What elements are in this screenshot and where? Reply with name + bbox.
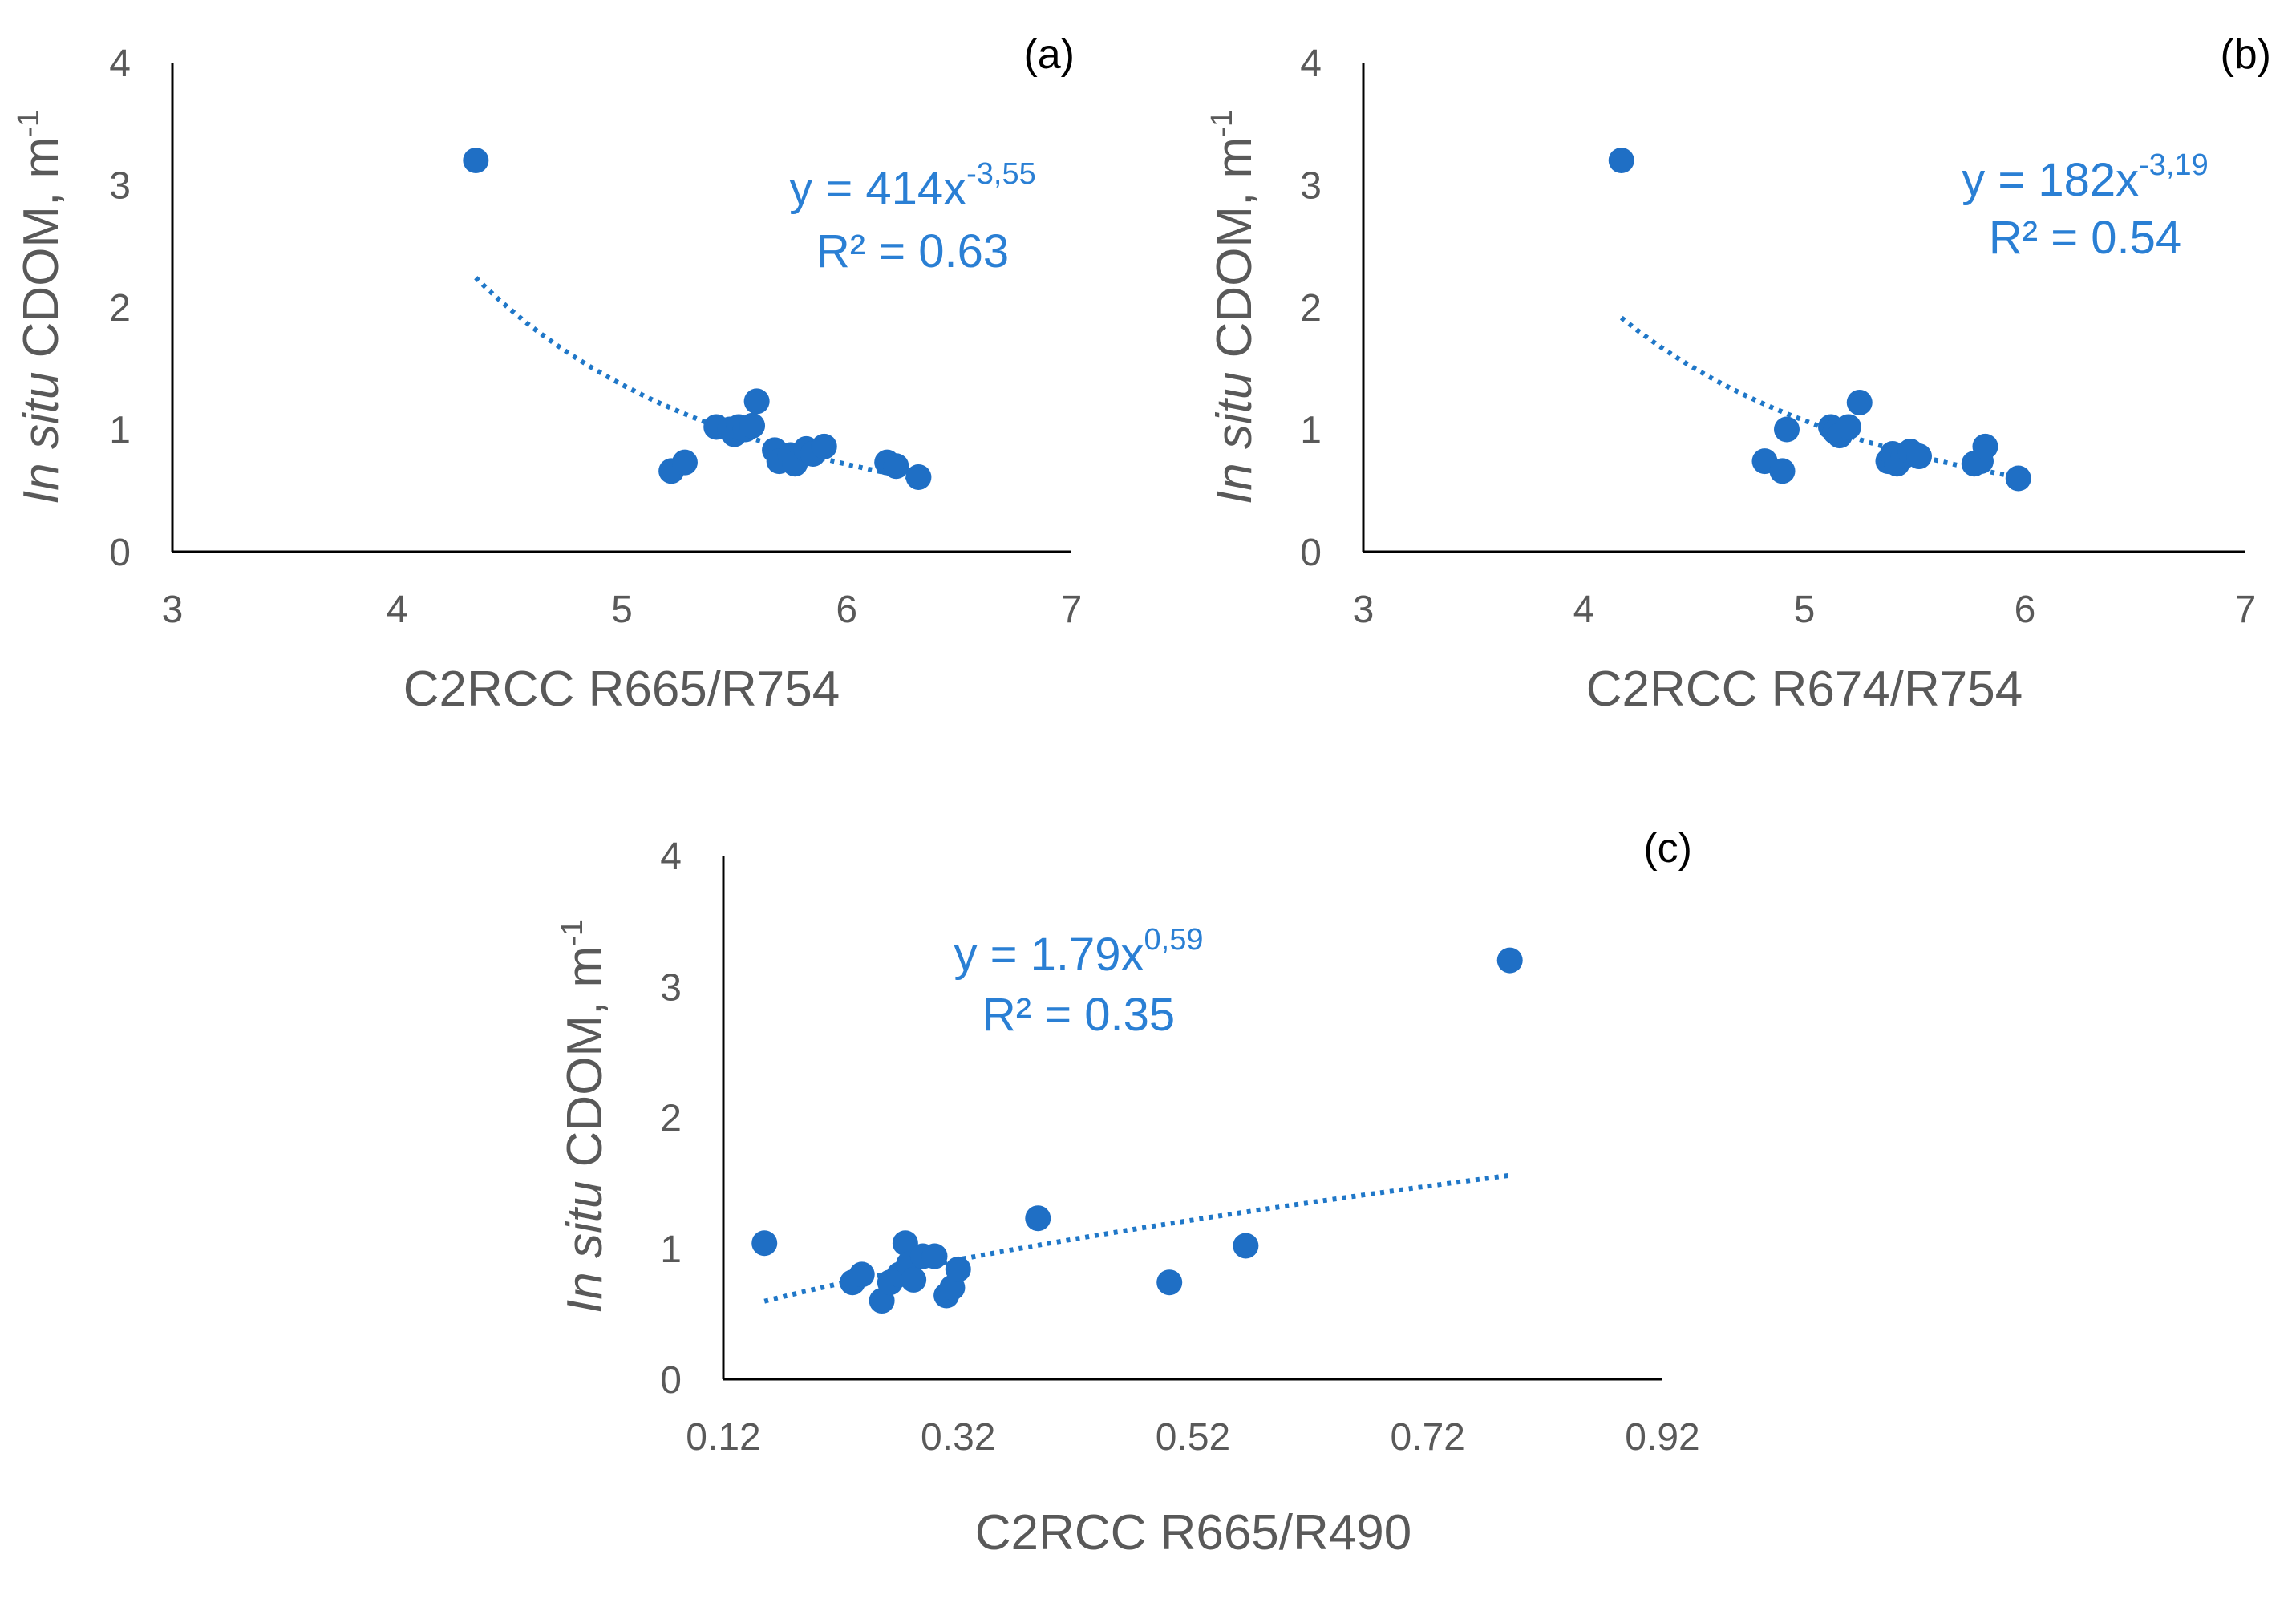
data-point [743,388,770,415]
trend-equation-main: y = 414x [789,163,966,215]
y-axis-title: In situ CDOM, m-1 [12,110,69,504]
x-tick-label: 3 [162,589,184,631]
y-tick-label: 3 [1300,165,1322,208]
y-tick-label: 2 [109,287,131,330]
chart-panel-b: 0 1 2 3 4 3 4 5 6 7 C2RCC R674/R754 In situ CDOM, m… [1205,31,2271,717]
data-point [1774,416,1800,443]
y-tick-label: 4 [109,43,131,85]
x-tick-label: 6 [836,589,857,631]
y-axis-title-superscript: -1 [12,110,46,137]
trendline [1619,315,2019,480]
chart-panel-a: 0 1 2 3 4 3 4 5 6 7 C2RCC R665/R754 In situ CDOM, m… [12,31,1082,717]
panel-label: (a) [1023,31,1075,78]
x-tick-label: 7 [2235,589,2257,631]
x-axis-title: C2RCC R674/R754 [1586,662,2023,717]
data-point [2005,465,2031,492]
data-point [945,1256,971,1282]
x-tick-label: 7 [1061,589,1083,631]
data-point [921,1243,948,1269]
data-point [811,433,837,459]
y-axis-title: In situ CDOM, m-1 [1205,110,1262,504]
data-point [1972,433,1998,459]
trendline [763,1172,1511,1304]
r-squared: R² = 0.35 [982,989,1175,1041]
data-point [1906,443,1932,470]
x-tick-label: 0.72 [1391,1416,1465,1459]
trend-equation: y = 1.79x0,59 [954,923,1204,981]
y-tick-label: 2 [660,1098,682,1140]
data-point [1156,1269,1183,1296]
y-axis-title-superscript: -1 [556,919,589,946]
trend-equation-exponent: -3,55 [966,157,1036,191]
r-squared: R² = 0.54 [1989,212,2181,264]
data-point [1608,148,1634,173]
y-axis-title-italic: In situ [14,372,69,504]
data-point [1496,947,1523,974]
x-tick-label: 0.92 [1625,1416,1699,1459]
y-tick-label: 3 [660,966,682,1009]
data-point [1846,389,1873,415]
x-axis-title: C2RCC R665/R754 [403,662,840,717]
x-tick-label: 3 [1353,589,1375,631]
data-point [1836,414,1861,440]
y-axis-title-italic: In situ [557,1181,613,1314]
y-tick-label: 0 [109,532,131,574]
y-tick-label: 0 [660,1359,682,1402]
trend-equation: y = 414x-3,55 [789,157,1036,215]
y-axis-title-text: CDOM, m [557,946,613,1181]
y-axis-title-superscript: -1 [1205,110,1239,137]
x-tick-label: 5 [611,589,633,631]
panel-label: (c) [1643,825,1692,872]
data-point [901,1266,927,1293]
y-tick-label: 1 [109,410,131,452]
trend-equation: y = 182x-3,19 [1962,148,2209,206]
data-point [848,1261,875,1288]
data-point [463,148,489,173]
data-point [739,412,766,439]
y-tick-label: 2 [1300,287,1322,330]
data-point [883,453,909,480]
x-tick-label: 0.52 [1156,1416,1230,1459]
y-tick-label: 1 [1300,410,1322,452]
trend-equation-main: y = 182x [1962,154,2139,206]
y-axis-title: In situ CDOM, m-1 [556,919,613,1314]
x-axis-title: C2RCC R665/R490 [975,1505,1411,1561]
r-squared: R² = 0.63 [816,225,1009,277]
data-point [1025,1205,1051,1232]
data-point [905,464,932,490]
x-tick-label: 6 [2015,589,2036,631]
x-tick-label: 4 [387,589,408,631]
y-tick-label: 0 [1300,532,1322,574]
data-point [1769,458,1796,484]
x-tick-label: 0.32 [921,1416,995,1459]
y-tick-label: 4 [660,836,682,878]
y-tick-label: 3 [109,165,131,208]
y-axis-title-text: CDOM, m [1207,137,1262,372]
x-tick-label: 0.12 [686,1416,760,1459]
x-tick-label: 5 [1794,589,1816,631]
trendline [474,276,919,482]
y-axis-title-text: CDOM, m [14,137,69,372]
data-point [892,1230,918,1257]
trend-equation-exponent: -3,19 [2139,148,2209,182]
chart-panel-c: 0 1 2 3 4 0.12 0.32 0.52 0.72 0.92 C2RCC R665/R490… [556,825,1700,1561]
data-point [751,1230,778,1257]
y-tick-label: 4 [1300,43,1322,85]
data-point [671,449,698,476]
x-tick-label: 4 [1573,589,1595,631]
y-axis-title-italic: In situ [1207,372,1262,504]
trend-equation-exponent: 0,59 [1144,923,1204,957]
panel-label: (b) [2220,31,2271,78]
y-tick-label: 1 [660,1229,682,1271]
trend-equation-main: y = 1.79x [954,929,1144,981]
data-point [1233,1233,1259,1259]
